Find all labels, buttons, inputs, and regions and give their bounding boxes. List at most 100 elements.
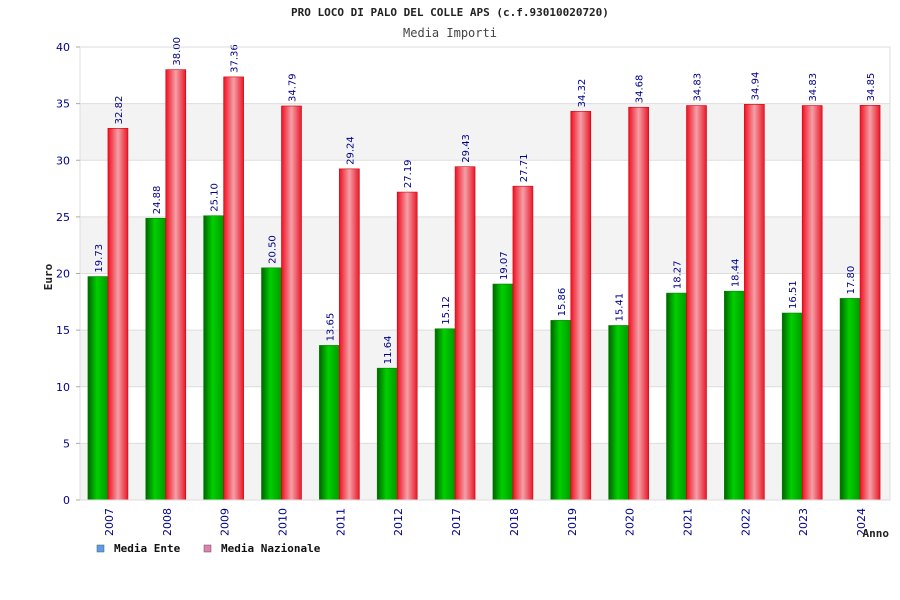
bar-media-ente (550, 320, 572, 501)
x-tick-label: 2009 (219, 508, 232, 536)
bar-media-ente (319, 345, 340, 501)
x-tick-label: 2020 (624, 508, 637, 536)
value-label-media-nazionale: 38.00 (172, 37, 183, 66)
value-label-media-nazionale: 29.43 (461, 134, 472, 163)
y-tick-label: 15 (56, 324, 70, 337)
value-label-media-nazionale: 34.83 (693, 73, 704, 102)
x-axis-label: Anno (863, 527, 890, 540)
legend-label-media-nazionale: Media Nazionale (221, 542, 321, 555)
y-tick-label: 5 (63, 437, 70, 450)
bar-media-ente (87, 276, 109, 501)
value-label-media-nazionale: 34.94 (750, 72, 761, 101)
x-tick-label: 2019 (566, 508, 579, 536)
x-tick-label: 2017 (450, 508, 463, 536)
value-label-media-ente: 11.64 (383, 336, 394, 365)
bar-media-nazionale (107, 128, 129, 501)
value-label-media-nazionale: 37.36 (230, 44, 241, 73)
value-label-media-ente: 25.10 (210, 183, 221, 212)
legend-swatch-media-nazionale (203, 544, 212, 553)
bar-media-ente (261, 267, 282, 501)
bar-media-nazionale (628, 106, 649, 501)
bar-media-ente (203, 215, 224, 501)
bar-media-nazionale (744, 104, 765, 501)
legend: Media Ente Media Nazionale (96, 542, 321, 555)
bar-media-nazionale (223, 76, 244, 501)
bar-media-nazionale (281, 105, 302, 501)
x-tick-label: 2022 (739, 508, 752, 536)
bar-media-ente (724, 290, 745, 501)
bar-media-ente (434, 328, 456, 501)
bar-media-nazionale (686, 105, 707, 501)
y-tick-label: 35 (56, 98, 70, 111)
bar-media-nazionale (859, 105, 881, 501)
bar-media-ente (376, 367, 398, 501)
value-label-media-ente: 19.73 (94, 244, 105, 273)
value-label-media-ente: 18.44 (730, 259, 741, 288)
y-tick-labels: 0 5 10 15 20 25 30 35 40 (56, 41, 80, 507)
x-tick-label: 2018 (508, 508, 521, 536)
x-tick-label: 2007 (103, 508, 116, 536)
bar-media-nazionale (801, 105, 823, 501)
value-label-media-ente: 18.27 (673, 260, 684, 289)
value-label-media-nazionale: 27.71 (519, 154, 530, 183)
value-label-media-nazionale: 34.85 (866, 73, 877, 102)
bars (87, 69, 881, 501)
value-label-media-nazionale: 32.82 (114, 96, 125, 125)
value-label-media-ente: 15.41 (615, 293, 626, 322)
bar-media-ente (145, 217, 167, 501)
bar-media-ente (839, 298, 861, 501)
value-label-media-ente: 20.50 (268, 235, 279, 264)
x-tick-label: 2011 (334, 508, 347, 536)
value-label-media-ente: 17.80 (846, 266, 857, 295)
plot-band (80, 386, 890, 444)
value-label-media-nazionale: 34.68 (635, 75, 646, 104)
value-label-media-ente: 16.51 (788, 280, 799, 309)
x-tick-labels: 2007 2008 2009 2010 2011 2012 2017 2018 2019 2020… (103, 508, 868, 536)
bar-media-nazionale (339, 168, 360, 501)
bar-media-ente (608, 325, 629, 501)
value-label-media-nazionale: 34.79 (288, 73, 299, 102)
value-label-media-ente: 13.65 (325, 313, 336, 342)
plot-band (80, 273, 890, 331)
bar-media-nazionale (396, 191, 418, 501)
legend-label-media-ente: Media Ente (114, 542, 181, 555)
y-tick-label: 40 (56, 41, 70, 54)
y-tick-label: 10 (56, 381, 70, 394)
plot-band (80, 330, 890, 387)
value-label-media-ente: 15.12 (441, 296, 452, 325)
x-tick-label: 2024 (855, 508, 868, 536)
bar-media-ente (492, 283, 514, 501)
y-tick-label: 25 (56, 211, 70, 224)
bar-media-nazionale (165, 69, 187, 501)
value-label-media-nazionale: 34.32 (577, 79, 588, 108)
bar-media-ente (781, 312, 803, 501)
x-tick-label: 2008 (161, 508, 174, 536)
y-tick-label: 0 (63, 494, 70, 507)
legend-swatch-media-ente (96, 544, 105, 553)
value-label-media-ente: 24.88 (152, 186, 163, 215)
value-labels: 19.73 32.82 24.88 38.00 25.10 37.36 20.50 34.79… (94, 37, 877, 364)
chart-subtitle: Media Importi (403, 26, 497, 40)
plot-band (80, 443, 890, 500)
chart-title: PRO LOCO DI PALO DEL COLLE APS (c.f.9301… (291, 6, 609, 19)
y-axis-label: Euro (42, 263, 55, 290)
y-tick-label: 20 (56, 268, 70, 281)
value-label-media-ente: 19.07 (499, 251, 510, 280)
value-label-media-nazionale: 29.24 (345, 136, 356, 165)
x-tick-label: 2023 (797, 508, 810, 536)
y-tick-label: 30 (56, 154, 70, 167)
x-tick-label: 2010 (277, 508, 290, 536)
bar-media-nazionale (512, 185, 534, 501)
bar-media-nazionale (570, 111, 592, 501)
x-tick-label: 2021 (682, 508, 695, 536)
value-label-media-ente: 15.86 (557, 288, 568, 317)
plot-band (80, 160, 890, 217)
plot-band (80, 47, 890, 104)
value-label-media-nazionale: 27.19 (403, 159, 414, 188)
bar-media-ente (666, 292, 687, 501)
plot-band (80, 103, 890, 161)
x-tick-label: 2012 (392, 508, 405, 536)
value-label-media-nazionale: 34.83 (808, 73, 819, 102)
bar-media-nazionale (454, 166, 476, 501)
